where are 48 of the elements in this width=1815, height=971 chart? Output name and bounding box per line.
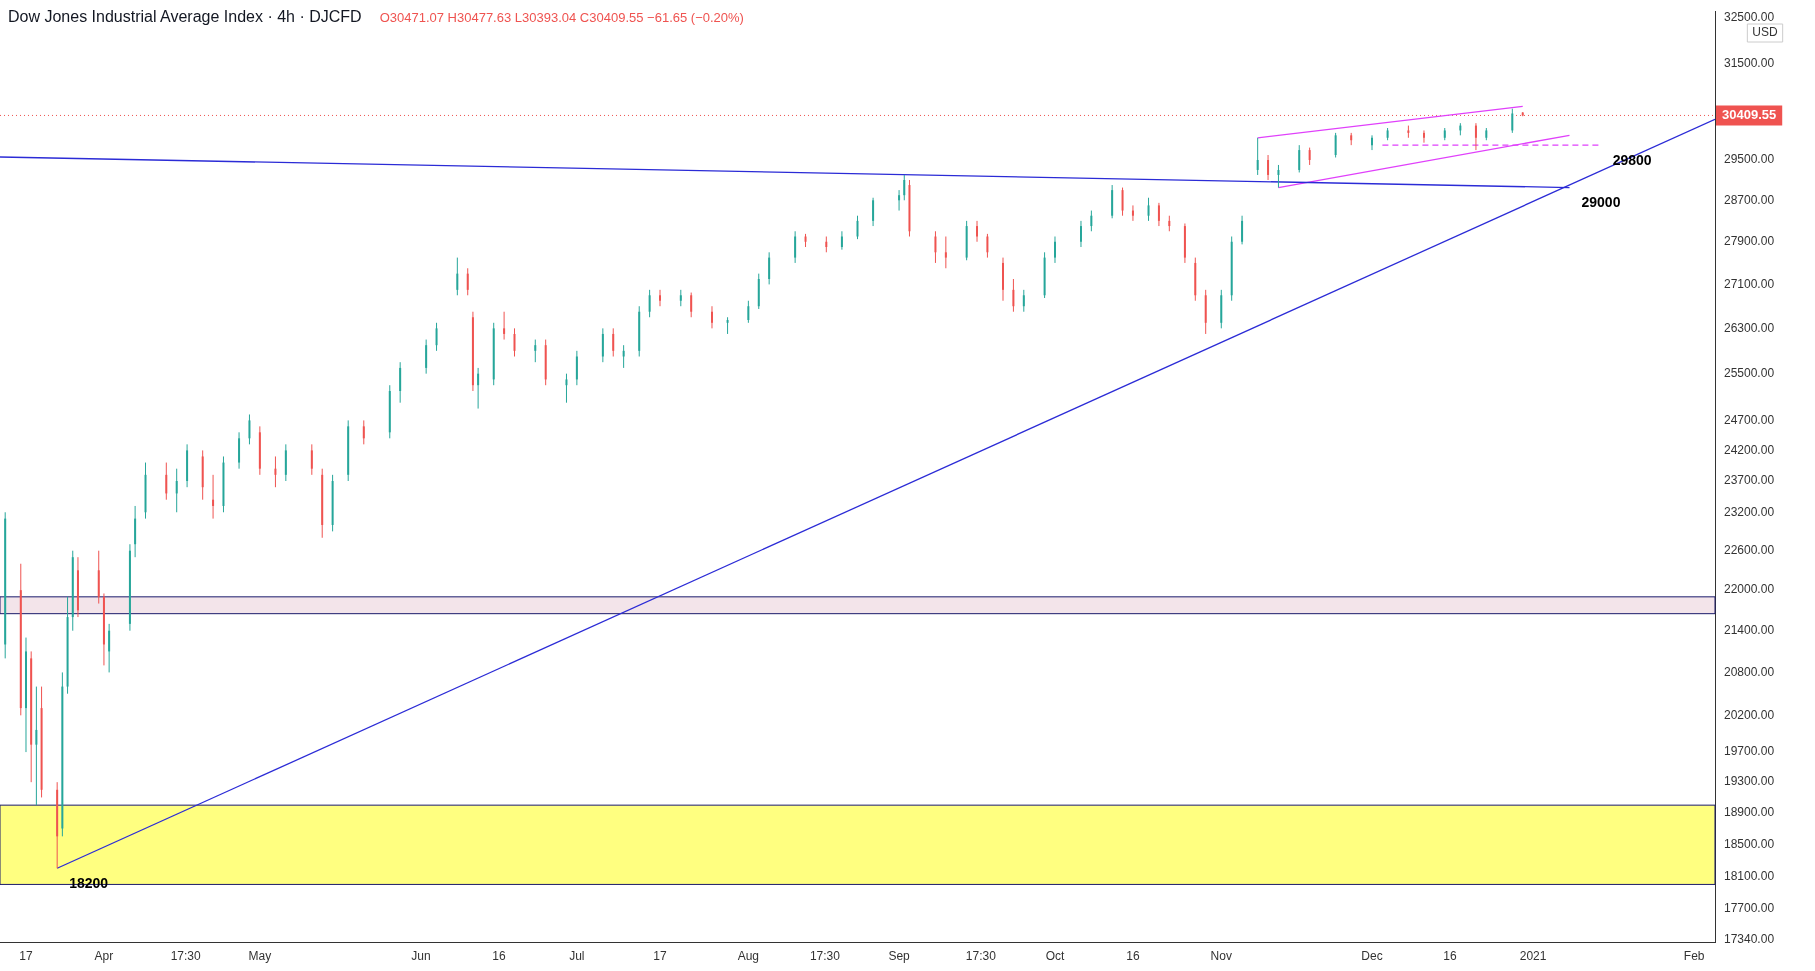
ref-line-label: 30409.55	[1722, 107, 1777, 123]
y-tick-label: 17700.00	[1724, 901, 1775, 916]
x-tick-label: Feb	[1683, 949, 1705, 964]
x-tick-label: Jun	[411, 949, 431, 964]
x-tick-label: 16	[1126, 949, 1140, 964]
y-tick-label: 20800.00	[1724, 664, 1775, 679]
y-tick-label: 23700.00	[1724, 473, 1775, 488]
x-tick-label: 17	[653, 949, 668, 964]
x-tick-label: 17:30	[965, 949, 997, 964]
y-tick-label: 18100.00	[1724, 868, 1775, 883]
x-tick-label: Oct	[1045, 949, 1065, 964]
y-tick-label: 24700.00	[1724, 412, 1775, 427]
x-tick-label: Aug	[737, 949, 760, 964]
y-tick-label: 22600.00	[1724, 543, 1775, 558]
x-tick-label: 16	[1443, 949, 1457, 964]
y-tick-label: 31500.00	[1724, 56, 1775, 71]
x-tick-label: Nov	[1210, 949, 1232, 964]
y-tick-label: 27900.00	[1724, 234, 1775, 249]
y-tick-label: 28700.00	[1724, 192, 1775, 207]
y-tick-label: 32500.00	[1724, 10, 1775, 25]
x-tick-label: Jul	[569, 949, 585, 964]
y-tick-label: 20200.00	[1724, 707, 1775, 722]
x-tick-label: 17:30	[170, 949, 202, 964]
y-tick-label: 19700.00	[1724, 744, 1775, 759]
y-tick-label: 26300.00	[1724, 320, 1775, 335]
y-tick-label: 21400.00	[1724, 623, 1775, 638]
y-tick-label: 18500.00	[1724, 836, 1775, 851]
y-tick-label: 24200.00	[1724, 442, 1775, 457]
x-tick-label: Apr	[94, 949, 114, 964]
y-tick-label: 18900.00	[1724, 805, 1775, 820]
x-tick-label: 2021	[1519, 949, 1547, 964]
x-tick-label: Sep	[888, 949, 911, 964]
chart-subtitle: O30471.07 H30477.63 L30393.04 C30409.55 −61.65 (−0.20%)	[379, 10, 744, 25]
x-tick-label: Dec	[1361, 949, 1383, 964]
x-tick-label: May	[248, 949, 272, 964]
annotation: 29000	[1581, 194, 1621, 211]
y-tick-label: 25500.00	[1724, 365, 1775, 380]
y-tick-label: 27100.00	[1724, 276, 1775, 291]
x-tick-label: 16	[492, 949, 506, 964]
y-tick-label: 19300.00	[1724, 774, 1775, 789]
y-tick-label: 23200.00	[1724, 504, 1775, 519]
text: USD	[1752, 25, 1778, 40]
x-tick-label: 17	[19, 949, 33, 964]
chart-title: Dow Jones Industrial Average Index · 4h · DJCFD	[8, 8, 362, 26]
y-tick-label: 17340.00	[1724, 931, 1775, 946]
x-tick-label: 17:30	[809, 949, 841, 964]
y-tick-label: 29500.00	[1724, 152, 1775, 167]
y-tick-label: 22000.00	[1724, 582, 1775, 597]
